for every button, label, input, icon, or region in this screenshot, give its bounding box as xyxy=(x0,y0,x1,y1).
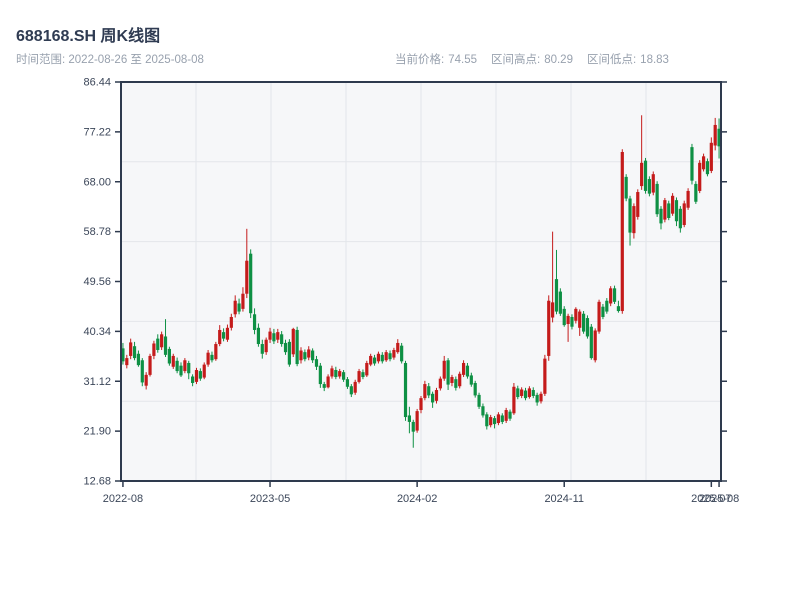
stat-current-price-value: 74.55 xyxy=(448,54,477,66)
x-axis-labels: 2022-08 2023-05 2024-02 2024-11 2025-072025-… xyxy=(103,493,740,505)
svg-text:2025-08: 2025-08 xyxy=(699,493,739,505)
candles-layer xyxy=(121,115,721,448)
svg-text:58.78: 58.78 xyxy=(83,226,111,238)
svg-text:86.44: 86.44 xyxy=(83,77,111,89)
svg-text:68.00: 68.00 xyxy=(83,176,111,188)
stat-current-price: 当前价格: 74.55 xyxy=(395,51,477,67)
stat-current-price-label: 当前价格: xyxy=(395,54,445,66)
svg-text:2022-08: 2022-08 xyxy=(103,493,143,505)
page-title: 688168.SH 周K线图 xyxy=(16,28,161,45)
stat-range-high-value: 80.29 xyxy=(544,54,573,66)
svg-text:77.22: 77.22 xyxy=(83,126,111,138)
stat-range-low-value: 18.83 xyxy=(640,54,669,66)
axis-ticks xyxy=(115,81,727,487)
svg-text:2023-05: 2023-05 xyxy=(250,493,290,505)
stat-range-high: 区间高点: 80.29 xyxy=(491,51,573,67)
stat-range-low-label: 区间低点: xyxy=(586,54,637,66)
svg-text:40.34: 40.34 xyxy=(83,326,111,338)
stat-range-low: 区间低点: 18.83 xyxy=(587,51,669,67)
y-axis-labels: 86.44 77.22 68.00 58.78 49.56 40.34 31.12 21.90… xyxy=(83,77,111,488)
stat-range-high-label: 区间高点: xyxy=(490,54,541,66)
stats-row: 当前价格: 74.55 区间高点: 80.29 区间低点: 18.83 xyxy=(395,51,669,67)
svg-text:21.90: 21.90 xyxy=(83,426,111,438)
svg-text:12.68: 12.68 xyxy=(83,476,111,488)
svg-text:31.12: 31.12 xyxy=(83,376,111,388)
svg-text:2025-07: 2025-07 xyxy=(691,493,731,505)
svg-text:2024-11: 2024-11 xyxy=(544,493,584,505)
svg-text:2024-02: 2024-02 xyxy=(397,493,437,505)
svg-text:49.56: 49.56 xyxy=(83,276,111,288)
date-range-label: 时间范围: 2022-08-26 至 2025-08-08 xyxy=(16,54,204,66)
